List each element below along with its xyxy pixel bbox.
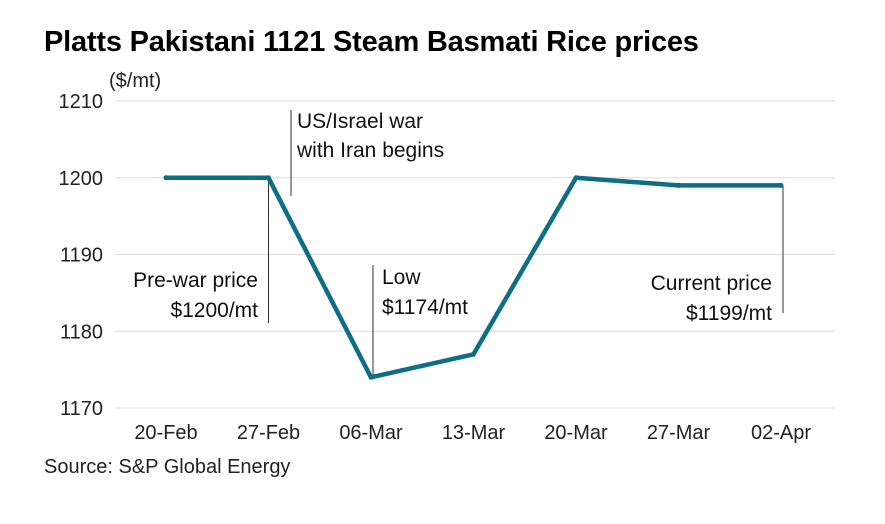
series-layer xyxy=(163,175,784,380)
y-tick-label: 1200 xyxy=(59,168,104,190)
x-tick-label: 20-Feb xyxy=(134,422,197,444)
x-tick-label: 27-Mar xyxy=(647,422,711,444)
data-point xyxy=(266,175,271,181)
annotation-prewar: $1200/mt xyxy=(170,299,258,322)
y-tick-label: 1180 xyxy=(60,321,103,343)
annotation-low: Low xyxy=(382,266,421,289)
annotation-current: Current price xyxy=(651,272,772,295)
data-point xyxy=(471,351,476,357)
x-tick-label: 13-Mar xyxy=(442,422,506,444)
annotation-leaders xyxy=(268,110,784,378)
data-point xyxy=(573,175,579,181)
annotation-war: with Iran begins xyxy=(296,139,444,162)
labels-layer: 1210 1200 1190 1180 1170 ($/mt) 20-Feb 27-Feb 06… xyxy=(44,70,811,478)
annotation-current: $1199/mt xyxy=(686,302,772,325)
annotation-low: $1174/mt xyxy=(382,296,468,319)
x-tick-label: 06-Mar xyxy=(339,422,403,444)
data-point xyxy=(676,182,681,188)
y-tick-label: 1170 xyxy=(60,398,103,420)
x-tick-label: 27-Feb xyxy=(237,422,300,444)
annotation-prewar: Pre-war price xyxy=(133,269,258,292)
data-point xyxy=(778,182,784,188)
y-tick-label: 1210 xyxy=(59,91,104,113)
data-point xyxy=(368,374,374,380)
annotation-war: US/Israel war xyxy=(297,110,423,133)
x-tick-label: 20-Mar xyxy=(544,422,608,444)
y-tick-label: 1190 xyxy=(60,245,103,267)
gridlines xyxy=(115,100,835,409)
source-note: Source: S&P Global Energy xyxy=(44,456,290,478)
y-axis-label: ($/mt) xyxy=(109,70,161,92)
x-tick-label: 02-Apr xyxy=(751,422,811,444)
chart-title: Platts Pakistani 1121 Steam Basmati Rice… xyxy=(44,26,699,58)
data-point xyxy=(163,175,169,181)
